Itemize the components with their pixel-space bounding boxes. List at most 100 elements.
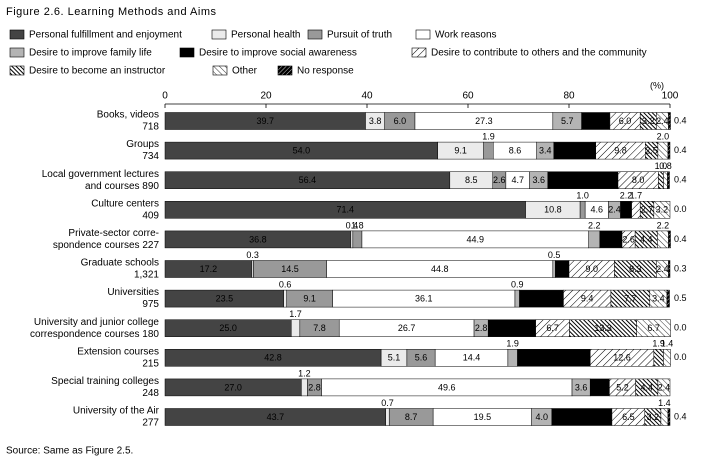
- value-label: 4.7: [511, 175, 524, 185]
- bar-segment: [667, 171, 670, 189]
- value-label: 14.4: [463, 353, 481, 363]
- value-label: 0.0: [674, 204, 687, 214]
- bar-segment: [653, 349, 664, 367]
- chart-title: Figure 2.6. Learning Methods and Aims: [6, 6, 217, 18]
- value-label: 2.4: [608, 205, 621, 215]
- value-label: 25.0: [219, 323, 237, 333]
- value-label: 8.3: [629, 264, 642, 274]
- bar-segment: [514, 289, 520, 308]
- value-label: 2.5: [645, 145, 658, 155]
- value-label: 49.6: [438, 382, 456, 392]
- category-label: Culture centers: [91, 198, 159, 209]
- value-label: 36.1: [415, 293, 433, 303]
- bar-segment: [385, 408, 390, 426]
- x-tick-label: 60: [462, 91, 474, 102]
- legend-label: Desire to contribute to others and the c…: [431, 48, 647, 59]
- x-tick-label: 0: [162, 91, 168, 102]
- value-label: 2.8: [308, 382, 321, 392]
- value-label: 1.8: [351, 220, 364, 230]
- value-label: 2.8: [475, 323, 488, 333]
- bar-segment: [350, 230, 354, 249]
- bar-segment: [636, 319, 671, 337]
- value-label: 1.7: [289, 309, 302, 319]
- value-label: 2.0: [657, 131, 670, 141]
- value-label: 42.8: [264, 353, 282, 363]
- value-label: 1.4: [661, 339, 674, 349]
- value-label: 3.2: [647, 412, 660, 422]
- bar-segment: [588, 230, 601, 249]
- x-tick-label: 100: [662, 91, 679, 102]
- category-label: Groups: [126, 139, 159, 150]
- value-label: 1.9: [506, 339, 519, 349]
- legend-swatch: [307, 29, 323, 40]
- category-label: Graduate schools: [81, 258, 159, 269]
- value-label: 1.2: [298, 368, 311, 378]
- category-label: University of the Air: [73, 406, 160, 417]
- bar-segment: [668, 230, 671, 249]
- value-label: 13.9: [574, 175, 592, 185]
- category-label: 248: [142, 388, 159, 399]
- value-label: 54.0: [293, 145, 311, 155]
- legend-swatch: [9, 65, 25, 76]
- value-label: 0.4: [674, 411, 687, 421]
- category-label: 409: [142, 210, 159, 221]
- legend-label: Desire to improve social awareness: [199, 48, 357, 59]
- legend-swatch: [415, 29, 431, 40]
- legend-swatch: [179, 47, 195, 58]
- legend-swatch: [277, 65, 293, 76]
- value-label: 9.4: [581, 293, 594, 303]
- value-label: 7.7: [624, 293, 637, 303]
- value-label: 0.4: [674, 115, 687, 125]
- value-label: 56.4: [299, 175, 317, 185]
- x-tick-label: 40: [361, 91, 373, 102]
- value-label: 2.6: [622, 234, 635, 244]
- category-label: Private-sector corre-: [68, 228, 159, 239]
- bar-segment: [283, 289, 287, 308]
- bar-segment: [653, 201, 671, 219]
- value-label: 6.0: [619, 116, 632, 126]
- bar-segment: [631, 201, 641, 219]
- value-label: 0.0: [674, 352, 687, 362]
- category-label: 718: [142, 122, 159, 133]
- bar-segment: [663, 171, 668, 189]
- value-label: 2.7: [556, 264, 569, 274]
- value-label: 2.6: [493, 175, 506, 185]
- value-label: 5.1: [388, 353, 401, 363]
- bar-segment: [291, 319, 301, 337]
- value-label: 0.4: [674, 145, 687, 155]
- bar-segment: [657, 141, 669, 160]
- value-label: 27.3: [475, 116, 493, 126]
- value-label: 2.2: [588, 220, 601, 230]
- bar-segment: [483, 141, 494, 160]
- value-label: 3.2: [642, 116, 655, 126]
- value-label: 3.6: [575, 382, 588, 392]
- value-label: 2.7: [641, 205, 654, 215]
- value-label: 0.4: [674, 234, 687, 244]
- bar-segment: [668, 260, 671, 278]
- legend-swatch: [9, 47, 25, 58]
- legend-swatch: [411, 47, 427, 58]
- value-label: 9.8: [614, 145, 627, 155]
- value-label: 3.4: [539, 145, 552, 155]
- value-label: 43.7: [267, 412, 285, 422]
- source-note: Source: Same as Figure 2.5.: [6, 446, 133, 457]
- value-label: 0.6: [279, 279, 292, 289]
- value-label: 8.7: [535, 293, 548, 303]
- category-label: 277: [142, 418, 159, 429]
- value-label: 12.6: [613, 353, 631, 363]
- bar-segment: [658, 171, 664, 189]
- category-label: correspondence courses 180: [30, 329, 159, 340]
- value-label: 3.8: [369, 116, 382, 126]
- value-label: 0.5: [548, 250, 561, 260]
- value-label: 23.5: [216, 293, 234, 303]
- category-label: University and junior college: [34, 317, 160, 328]
- value-label: 2.4: [656, 116, 669, 126]
- category-label: Books, videos: [97, 110, 159, 121]
- legend-label: Personal fulfillment and enjoyment: [29, 30, 182, 41]
- value-label: 11.9: [573, 412, 590, 422]
- x-tick-label: 80: [563, 91, 575, 102]
- value-label: 27.0: [224, 382, 242, 392]
- category-label: 1,321: [134, 270, 159, 281]
- value-label: 44.8: [431, 264, 449, 274]
